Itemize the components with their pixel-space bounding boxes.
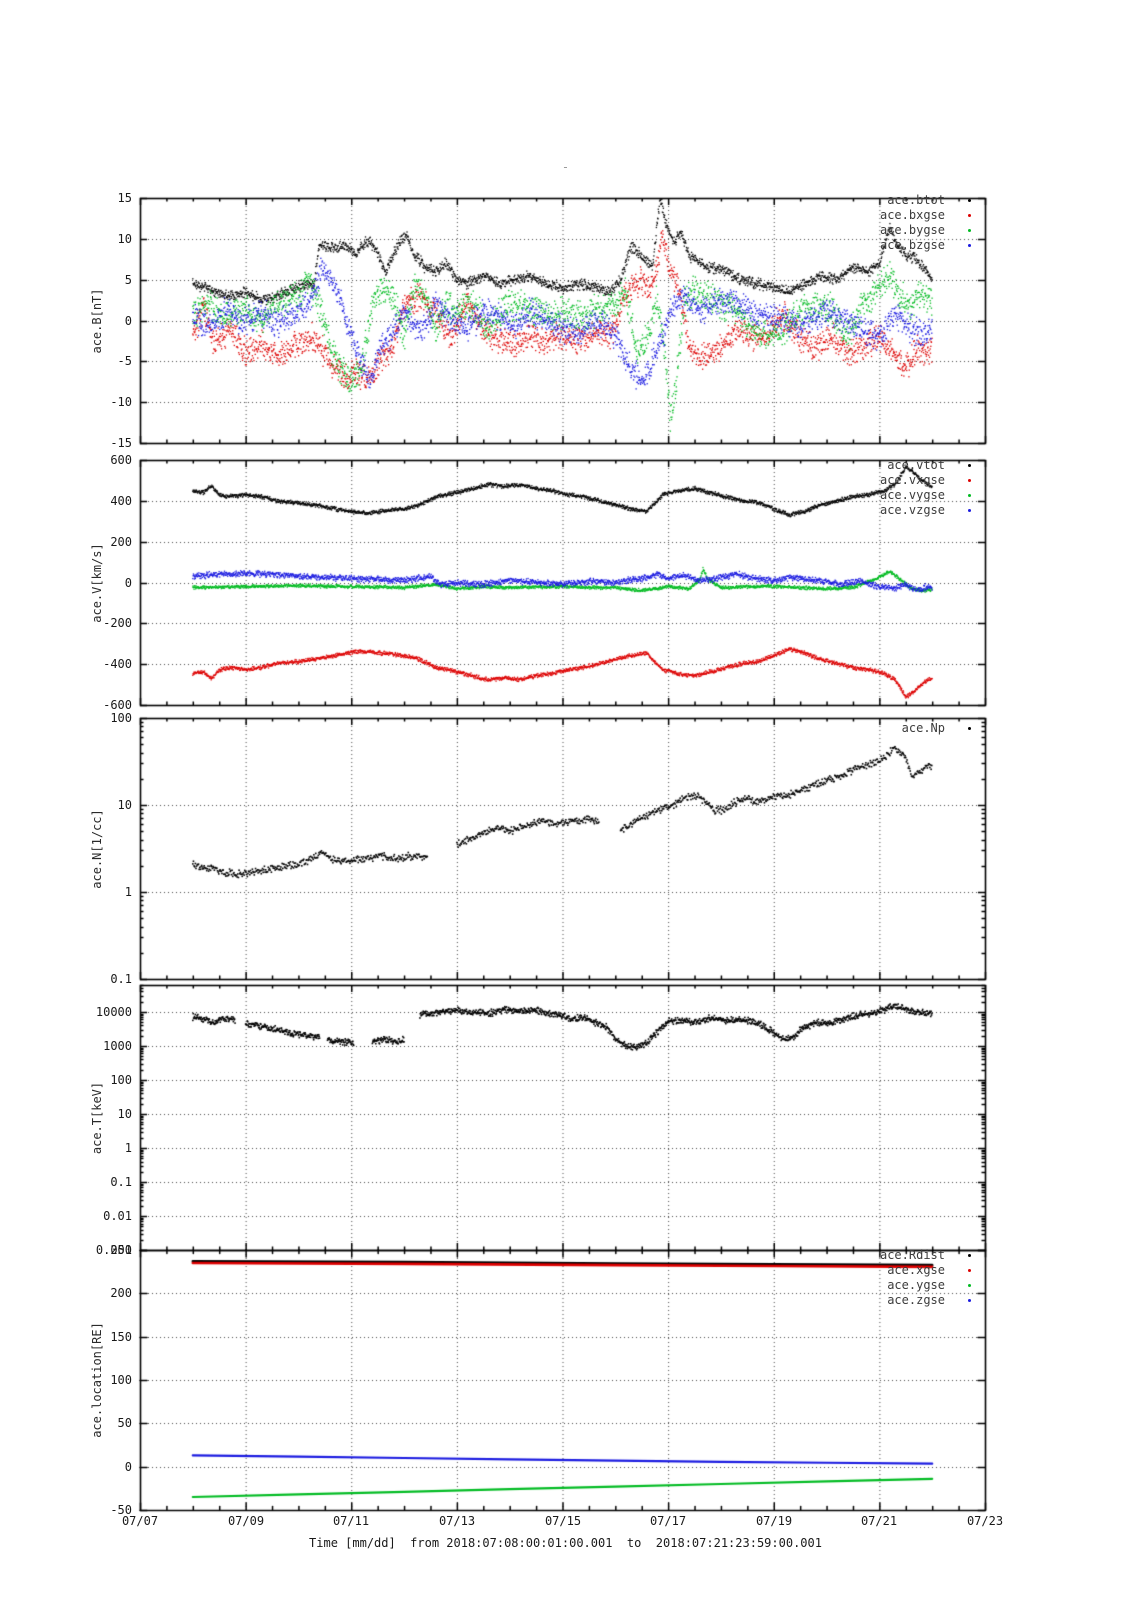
plot-title-dash: - bbox=[561, 160, 570, 174]
x-axis-title: Time [mm/dd] from 2018:07:08:00:01:00.00… bbox=[309, 1536, 822, 1550]
